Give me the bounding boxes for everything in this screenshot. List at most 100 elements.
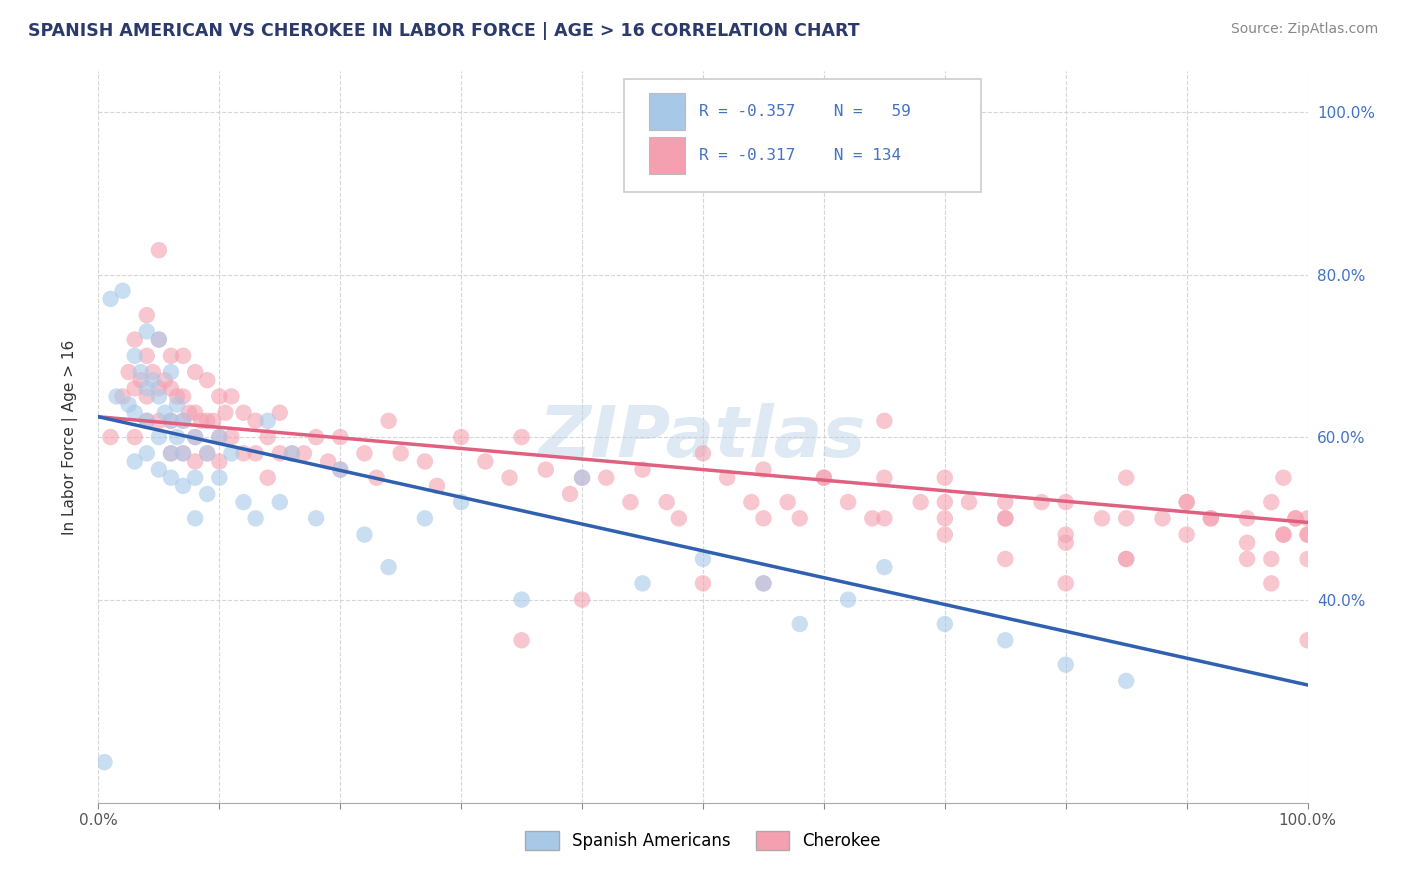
Point	[105, 389, 128, 403]
Point	[450, 495, 472, 509]
Point	[172, 479, 194, 493]
Point	[184, 406, 207, 420]
Point	[692, 576, 714, 591]
Point	[498, 471, 520, 485]
Point	[184, 471, 207, 485]
Point	[1260, 495, 1282, 509]
Point	[994, 511, 1017, 525]
Point	[353, 527, 375, 541]
Point	[934, 511, 956, 525]
Point	[1272, 527, 1295, 541]
Point	[1115, 511, 1137, 525]
Point	[221, 430, 243, 444]
Point	[160, 446, 183, 460]
Point	[135, 414, 157, 428]
Point	[305, 430, 328, 444]
Point	[208, 454, 231, 468]
Point	[245, 446, 267, 460]
Point	[1236, 552, 1258, 566]
Point	[1284, 511, 1306, 525]
Point	[571, 592, 593, 607]
Point	[148, 462, 170, 476]
Point	[1054, 657, 1077, 672]
Point	[1272, 471, 1295, 485]
Point	[160, 381, 183, 395]
Point	[1199, 511, 1222, 525]
Point	[813, 471, 835, 485]
Point	[329, 462, 352, 476]
Point	[148, 430, 170, 444]
Point	[148, 333, 170, 347]
Point	[160, 446, 183, 460]
Point	[873, 560, 896, 574]
Point	[256, 430, 278, 444]
Point	[269, 446, 291, 460]
Point	[153, 406, 176, 420]
Point	[111, 389, 134, 403]
Point	[148, 243, 170, 257]
Point	[135, 381, 157, 395]
Point	[195, 446, 218, 460]
Point	[692, 446, 714, 460]
Point	[195, 446, 218, 460]
Point	[135, 389, 157, 403]
Point	[413, 454, 436, 468]
Point	[172, 414, 194, 428]
Point	[172, 446, 194, 460]
Point	[100, 430, 122, 444]
Point	[135, 349, 157, 363]
Point	[184, 511, 207, 525]
Point	[195, 373, 218, 387]
Point	[232, 406, 254, 420]
Point	[148, 414, 170, 428]
Point	[256, 414, 278, 428]
Point	[184, 365, 207, 379]
Point	[1054, 535, 1077, 549]
Point	[752, 511, 775, 525]
Point	[160, 414, 183, 428]
Point	[668, 511, 690, 525]
Point	[142, 365, 165, 379]
Point	[153, 373, 176, 387]
Point	[166, 430, 188, 444]
Point	[692, 552, 714, 566]
Point	[124, 381, 146, 395]
Point	[179, 406, 201, 420]
Point	[1115, 552, 1137, 566]
Point	[329, 462, 352, 476]
Point	[1236, 511, 1258, 525]
Point	[1175, 495, 1198, 509]
Point	[873, 511, 896, 525]
Point	[716, 471, 738, 485]
Point	[740, 495, 762, 509]
Point	[366, 471, 388, 485]
Point	[655, 495, 678, 509]
Point	[214, 406, 236, 420]
Point	[1115, 552, 1137, 566]
Point	[377, 414, 399, 428]
Point	[789, 511, 811, 525]
Legend: Spanish Americans, Cherokee: Spanish Americans, Cherokee	[519, 824, 887, 856]
Point	[1296, 552, 1319, 566]
Point	[166, 389, 188, 403]
Point	[135, 446, 157, 460]
Point	[100, 292, 122, 306]
Point	[129, 373, 152, 387]
Point	[256, 471, 278, 485]
Point	[776, 495, 799, 509]
Point	[910, 495, 932, 509]
Point	[837, 592, 859, 607]
Text: Source: ZipAtlas.com: Source: ZipAtlas.com	[1230, 22, 1378, 37]
Point	[619, 495, 641, 509]
Point	[124, 333, 146, 347]
Point	[1115, 471, 1137, 485]
Point	[184, 430, 207, 444]
Point	[166, 398, 188, 412]
Point	[184, 430, 207, 444]
Point	[510, 592, 533, 607]
Point	[190, 414, 212, 428]
Point	[160, 414, 183, 428]
Point	[1152, 511, 1174, 525]
Point	[124, 406, 146, 420]
Point	[1272, 527, 1295, 541]
